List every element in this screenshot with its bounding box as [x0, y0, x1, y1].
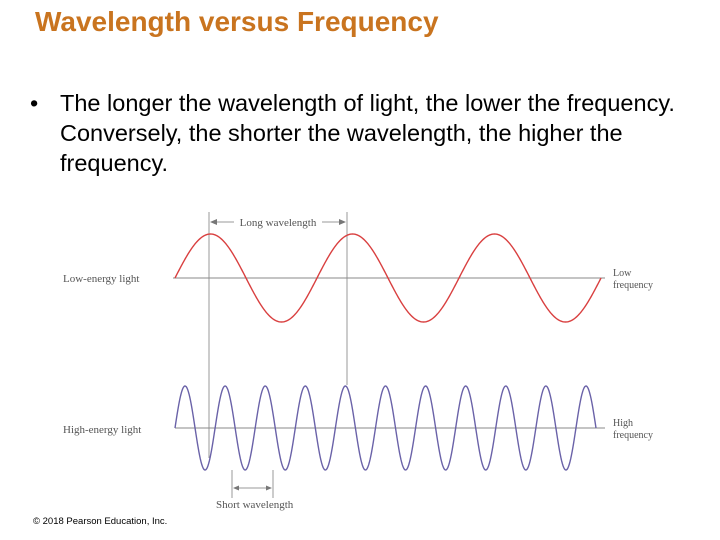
long-wavelength-label: Long wavelength	[240, 217, 317, 229]
high-frequency-label-line2: frequency	[613, 430, 653, 441]
high-energy-label: High-energy light	[63, 424, 141, 436]
bullet-marker: •	[30, 90, 39, 116]
low-energy-label: Low-energy light	[63, 273, 139, 285]
high-frequency-label-line1: High	[613, 418, 633, 429]
bullet-point: • The longer the wavelength of light, th…	[30, 88, 700, 178]
short-wavelength-label: Short wavelength	[216, 499, 294, 511]
long-wavelength-right-arrow	[339, 219, 346, 225]
short-wavelength-indicator	[231, 470, 274, 498]
high-energy-wave	[174, 385, 597, 471]
wavelength-diagram: Long wavelength Low-energy light Low fre…	[63, 212, 653, 511]
slide-title: Wavelength versus Frequency	[35, 6, 439, 37]
low-energy-wave	[174, 233, 602, 323]
copyright-notice: © 2018 Pearson Education, Inc.	[33, 516, 168, 527]
short-wavelength-left-arrow	[233, 485, 239, 491]
long-wavelength-left-arrow	[210, 219, 217, 225]
low-frequency-label-line1: Low	[613, 268, 632, 279]
short-wavelength-right-arrow	[266, 485, 272, 491]
low-frequency-label-line2: frequency	[613, 280, 653, 291]
bullet-text: The longer the wavelength of light, the …	[60, 90, 675, 176]
